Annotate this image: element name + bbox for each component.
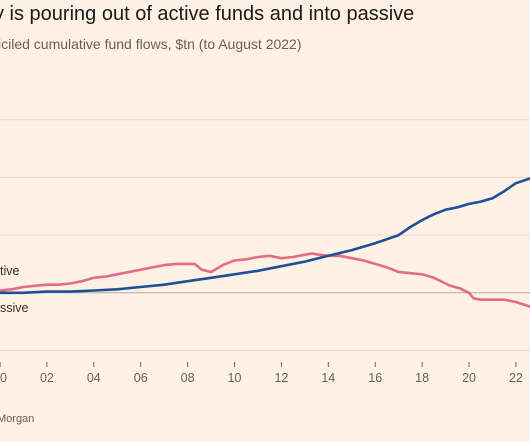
series-labels: tive ssive bbox=[0, 264, 29, 315]
series-line-active bbox=[0, 252, 530, 308]
x-tick-label: 16 bbox=[368, 371, 382, 385]
grid-lines bbox=[0, 119, 530, 351]
chart-title: y is pouring out of active funds and int… bbox=[0, 3, 415, 25]
chart-subtitle: iciled cumulative fund flows, $tn (to Au… bbox=[0, 36, 302, 52]
x-tick-label: 20 bbox=[462, 371, 476, 385]
source-note: Morgan bbox=[0, 413, 35, 425]
series-lines bbox=[0, 177, 530, 308]
x-tick-label: 12 bbox=[274, 371, 288, 385]
x-tick-label: 04 bbox=[87, 371, 101, 385]
x-tick-label: 22 bbox=[509, 371, 523, 385]
x-tick-label: 02 bbox=[40, 371, 54, 385]
x-tick-label: 10 bbox=[228, 371, 242, 385]
x-tick-label: 06 bbox=[134, 371, 148, 385]
x-tick-label: 00 bbox=[0, 371, 7, 385]
x-axis-ticks: 00 02 04 06 08 10 12 14 16 18 20 22 bbox=[0, 362, 523, 385]
x-tick-label: 18 bbox=[415, 371, 429, 385]
x-tick-label: 14 bbox=[321, 371, 335, 385]
series-label-passive: ssive bbox=[0, 301, 29, 315]
series-label-active: tive bbox=[0, 264, 20, 278]
x-tick-label: 08 bbox=[181, 371, 195, 385]
series-line-passive bbox=[0, 177, 530, 295]
